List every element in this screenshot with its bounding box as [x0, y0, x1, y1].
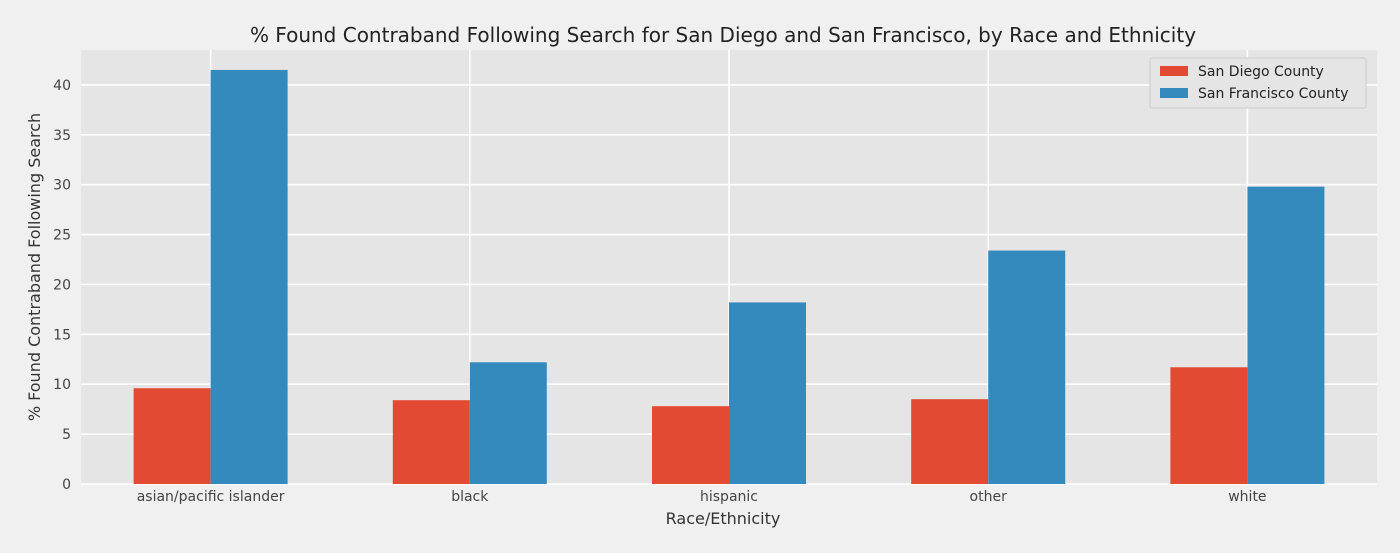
legend-swatch-san-diego — [1160, 66, 1188, 76]
legend-label-san-francisco: San Francisco County — [1198, 86, 1349, 102]
legend-box — [1149, 57, 1367, 109]
bar-san-francisco-white — [1247, 186, 1325, 484]
bar-san-diego-hispanic — [652, 406, 729, 484]
y-tick-label: 30 — [53, 178, 71, 194]
x-tick-label: other — [970, 489, 1008, 505]
x-tick-label: black — [451, 489, 489, 505]
bars — [133, 69, 1325, 484]
y-tick-label: 25 — [53, 228, 71, 244]
bar-san-diego-black — [392, 400, 470, 484]
x-tick-label: white — [1228, 489, 1266, 505]
y-tick-label: 5 — [62, 427, 71, 443]
y-tick-label: 40 — [53, 78, 71, 94]
y-tick-label: 15 — [53, 327, 71, 343]
legend-swatch-san-francisco — [1160, 88, 1188, 98]
legend: San Diego County San Francisco County — [1149, 57, 1367, 109]
x-axis-ticks: asian/pacific islander black hispanic other… — [137, 489, 1267, 505]
bar-san-francisco-other — [988, 250, 1066, 484]
legend-label-san-diego: San Diego County — [1198, 64, 1324, 80]
y-axis-label: % Found Contraband Following Search — [25, 113, 44, 421]
y-tick-label: 20 — [53, 277, 71, 293]
x-tick-label: hispanic — [700, 489, 758, 505]
y-tick-label: 10 — [53, 377, 71, 393]
y-tick-label: 0 — [62, 477, 71, 493]
bar-san-francisco-asian-pacific-islander — [210, 69, 288, 484]
bar-san-francisco-black — [469, 362, 547, 484]
chart-title: % Found Contraband Following Search for … — [250, 23, 1196, 47]
x-axis-label: Race/Ethnicity — [666, 509, 781, 528]
bar-san-diego-asian-pacific-islander — [133, 388, 211, 484]
bar-san-diego-white — [1170, 367, 1248, 484]
x-tick-label: asian/pacific islander — [137, 489, 285, 505]
y-tick-label: 35 — [53, 128, 71, 144]
y-axis-ticks: 0 5 10 15 20 25 30 35 40 — [53, 78, 71, 493]
bar-san-diego-other — [911, 399, 989, 484]
bar-san-francisco-hispanic — [729, 302, 806, 484]
